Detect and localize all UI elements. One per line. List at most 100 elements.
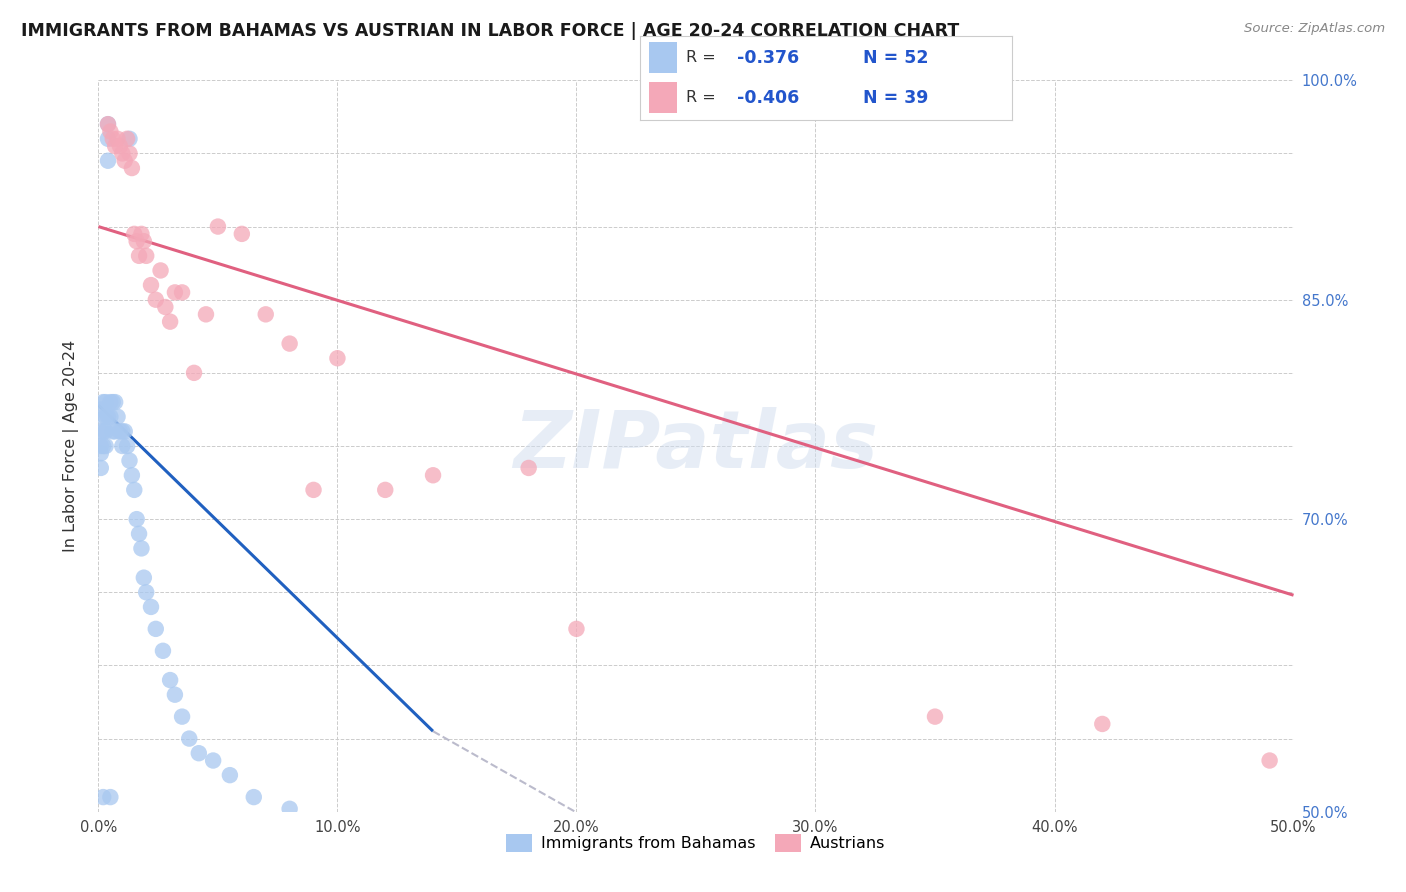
- Point: [231, 227, 253, 241]
- Point: [91, 425, 114, 439]
- Point: [124, 483, 146, 497]
- Point: [172, 709, 194, 723]
- Point: [90, 402, 112, 417]
- Point: [91, 409, 114, 424]
- Point: [152, 644, 174, 658]
- Point: [114, 425, 136, 439]
- Point: [101, 425, 124, 439]
- Text: IMMIGRANTS FROM BAHAMAS VS AUSTRIAN IN LABOR FORCE | AGE 20-24 CORRELATION CHART: IMMIGRANTS FROM BAHAMAS VS AUSTRIAN IN L…: [21, 22, 959, 40]
- Text: N = 52: N = 52: [863, 49, 929, 67]
- Point: [326, 351, 349, 366]
- Point: [118, 132, 141, 146]
- Text: Source: ZipAtlas.com: Source: ZipAtlas.com: [1244, 22, 1385, 36]
- Point: [114, 153, 136, 168]
- Point: [278, 336, 301, 351]
- Point: [125, 512, 148, 526]
- Point: [94, 439, 117, 453]
- Point: [91, 790, 114, 805]
- Point: [97, 409, 120, 424]
- Point: [91, 439, 114, 453]
- Point: [98, 790, 122, 805]
- Point: [118, 146, 141, 161]
- Point: [108, 139, 131, 153]
- Point: [98, 395, 122, 409]
- Point: [187, 746, 209, 760]
- Point: [128, 526, 150, 541]
- Point: [163, 285, 186, 300]
- Point: [124, 227, 146, 241]
- Point: [207, 219, 229, 234]
- Point: [145, 622, 167, 636]
- Legend: Immigrants from Bahamas, Austrians: Immigrants from Bahamas, Austrians: [501, 828, 891, 859]
- Point: [131, 227, 153, 241]
- Point: [111, 425, 134, 439]
- Point: [104, 395, 127, 409]
- Text: -0.406: -0.406: [737, 88, 799, 106]
- Point: [139, 278, 162, 293]
- Point: [155, 300, 177, 314]
- Text: -0.376: -0.376: [737, 49, 799, 67]
- Point: [145, 293, 167, 307]
- Point: [179, 731, 201, 746]
- Point: [149, 263, 172, 277]
- Point: [90, 439, 112, 453]
- Point: [924, 709, 946, 723]
- Point: [195, 307, 218, 321]
- Point: [172, 285, 194, 300]
- Point: [101, 132, 124, 146]
- Point: [118, 453, 141, 467]
- Point: [104, 425, 127, 439]
- Point: [107, 409, 129, 424]
- Point: [108, 425, 131, 439]
- Point: [219, 768, 242, 782]
- Point: [98, 124, 122, 138]
- Point: [90, 425, 112, 439]
- Point: [163, 688, 186, 702]
- Point: [1258, 754, 1281, 768]
- Point: [90, 461, 112, 475]
- Point: [125, 234, 148, 248]
- Point: [302, 483, 325, 497]
- Point: [121, 468, 143, 483]
- Point: [254, 307, 277, 321]
- Point: [94, 425, 117, 439]
- Point: [97, 132, 120, 146]
- Point: [1091, 717, 1114, 731]
- Point: [101, 395, 124, 409]
- Point: [132, 571, 155, 585]
- Point: [107, 132, 129, 146]
- Point: [243, 790, 266, 805]
- Point: [278, 802, 301, 816]
- Text: N = 39: N = 39: [863, 88, 928, 106]
- Point: [139, 599, 162, 614]
- Y-axis label: In Labor Force | Age 20-24: In Labor Force | Age 20-24: [63, 340, 79, 552]
- Text: ZIPatlas: ZIPatlas: [513, 407, 879, 485]
- Point: [135, 249, 157, 263]
- Point: [97, 117, 120, 131]
- Point: [94, 395, 117, 409]
- Point: [111, 439, 134, 453]
- Point: [565, 622, 588, 636]
- Point: [422, 468, 444, 483]
- Point: [115, 132, 138, 146]
- Point: [135, 585, 157, 599]
- Point: [374, 483, 396, 497]
- Point: [97, 153, 120, 168]
- Point: [183, 366, 205, 380]
- Point: [517, 461, 540, 475]
- Bar: [650, 43, 678, 73]
- Point: [132, 234, 155, 248]
- Point: [90, 446, 112, 460]
- Point: [94, 409, 117, 424]
- Text: R =: R =: [686, 50, 721, 65]
- Point: [128, 249, 150, 263]
- Point: [131, 541, 153, 556]
- Bar: [650, 82, 678, 112]
- Point: [104, 139, 127, 153]
- Point: [91, 395, 114, 409]
- Point: [202, 754, 225, 768]
- Point: [121, 161, 143, 175]
- Point: [159, 673, 181, 687]
- Point: [115, 439, 138, 453]
- Text: R =: R =: [686, 90, 721, 105]
